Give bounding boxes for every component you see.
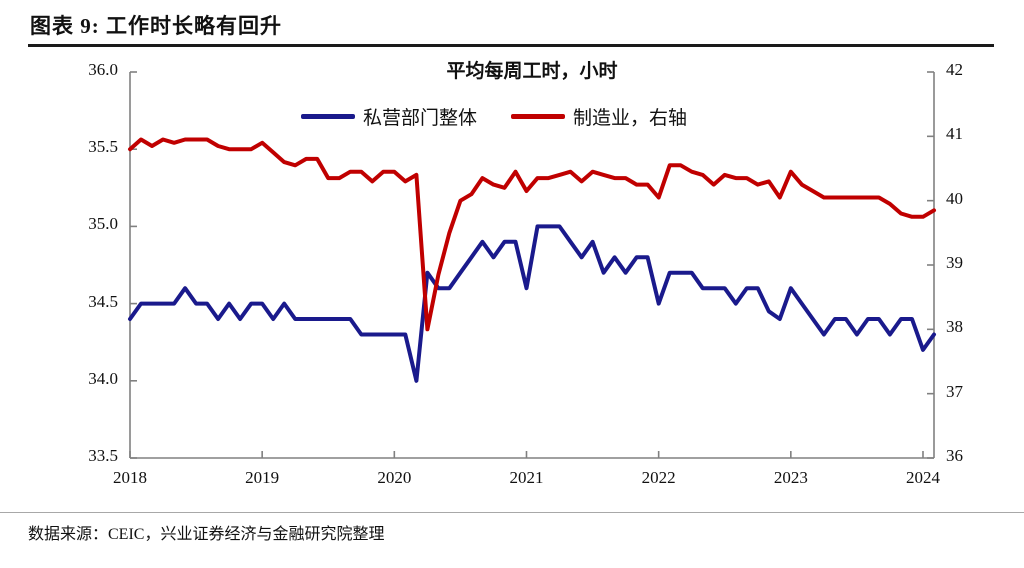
legend-item-private: 私营部门整体 xyxy=(300,103,477,130)
legend-label-private: 私营部门整体 xyxy=(362,108,477,129)
axis-tick-label: 37 xyxy=(946,381,963,401)
axis-tick-label: 35.0 xyxy=(88,214,118,234)
source-note: 数据来源：CEIC，兴业证券经济与金融研究院整理 xyxy=(28,526,385,543)
series-line-private xyxy=(128,224,936,383)
axis-tick-label: 41 xyxy=(946,124,963,144)
legend-item-manufacturing: 制造业，右轴 xyxy=(511,103,687,130)
axis-tick-label: 33.5 xyxy=(88,446,118,465)
axis-tick-label: 2023 xyxy=(773,468,808,487)
axis-tick-label: 2024 xyxy=(905,468,940,487)
axis-tick-label: 40 xyxy=(946,188,963,208)
axis-tick-label: 2019 xyxy=(245,468,280,487)
axis-tick-label: 36 xyxy=(946,446,963,465)
axis-tick-label: 42 xyxy=(946,60,963,79)
series-line-manufacturing xyxy=(128,137,936,332)
axis-tick-label: 2021 xyxy=(509,468,544,487)
axis-tick-label: 36.0 xyxy=(88,60,118,79)
legend-line-manufacturing-icon xyxy=(511,114,565,119)
axis-tick-label: 39 xyxy=(946,253,963,272)
chart-title: 平均每周工时，小时 xyxy=(446,61,618,82)
chart-legend: 私营部门整体 制造业，右轴 xyxy=(92,103,896,130)
axis-tick-label: 2018 xyxy=(113,468,147,487)
axis-tick-label: 34.0 xyxy=(88,368,118,388)
legend-label-manufacturing: 制造业，右轴 xyxy=(573,108,688,129)
axis-tick-label: 2020 xyxy=(377,468,412,487)
axis-tick-label: 2022 xyxy=(641,468,676,487)
axis-tick-label: 34.5 xyxy=(88,291,118,311)
axis-tick-label: 35.5 xyxy=(88,137,118,157)
legend-line-private-icon xyxy=(300,114,355,119)
axis-tick-label: 38 xyxy=(946,317,963,337)
title-rule xyxy=(28,44,994,47)
page-title: 图表 9: 工作时长略有回升 xyxy=(30,14,282,38)
footer-divider xyxy=(0,512,1024,513)
chart-figure: 平均每周工时，小时 私营部门整体 制造业，右轴 36.0 35.5 35.0 34.5… xyxy=(0,50,1024,510)
